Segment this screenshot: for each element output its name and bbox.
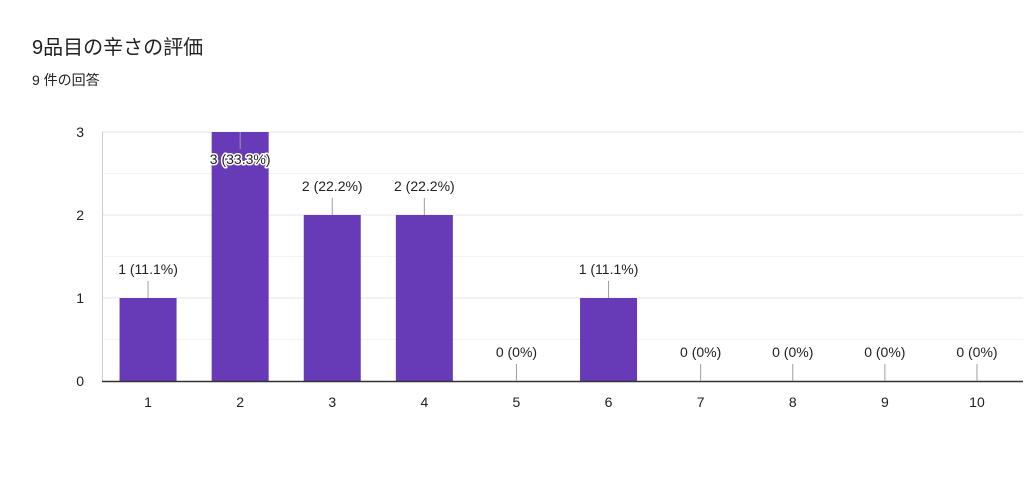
x-tick-label: 2 <box>236 394 244 410</box>
bar[interactable] <box>303 215 361 381</box>
y-tick-label: 0 <box>76 373 84 389</box>
x-tick-label: 5 <box>513 394 521 410</box>
data-label: 2 (22.2%) <box>302 178 363 194</box>
bar[interactable] <box>119 298 177 381</box>
y-tick-label: 3 <box>76 124 84 140</box>
x-tick-label: 7 <box>697 394 705 410</box>
chart-title: 9品目の辛さの評価 <box>32 37 204 59</box>
data-label: 1 (11.1%) <box>579 261 639 277</box>
x-tick-label: 10 <box>969 394 985 410</box>
x-tick-label: 1 <box>144 394 152 410</box>
x-tick-label: 8 <box>789 394 797 410</box>
bar[interactable] <box>395 215 453 381</box>
response-count: 9 件の回答 <box>32 72 100 88</box>
data-label: 1 (11.1%) <box>118 261 178 277</box>
bar[interactable] <box>211 132 269 381</box>
bars <box>119 132 638 381</box>
data-label: 0 (0%) <box>956 344 997 360</box>
data-label: 0 (0%) <box>680 344 721 360</box>
y-tick-label: 1 <box>76 290 84 306</box>
x-tick-label: 4 <box>420 394 428 410</box>
y-tick-label: 2 <box>76 207 84 223</box>
x-tick-label: 3 <box>328 394 336 410</box>
x-tick-label: 6 <box>605 394 613 410</box>
axes: 0 1 2 3 1 2 3 4 5 6 7 8 9 10 <box>76 124 1023 410</box>
x-tick-label: 9 <box>881 394 889 410</box>
data-label: 0 (0%) <box>864 344 905 360</box>
bar[interactable] <box>580 298 638 381</box>
data-label: 0 (0%) <box>496 344 537 360</box>
data-label: 2 (22.2%) <box>394 178 455 194</box>
data-label: 3 (33.3%) <box>210 151 271 167</box>
data-label: 0 (0%) <box>772 344 813 360</box>
data-labels: 1 (11.1%) 3 (33.3%) 2 (22.2%) 2 (22.2%) 0 (0… <box>118 132 998 381</box>
